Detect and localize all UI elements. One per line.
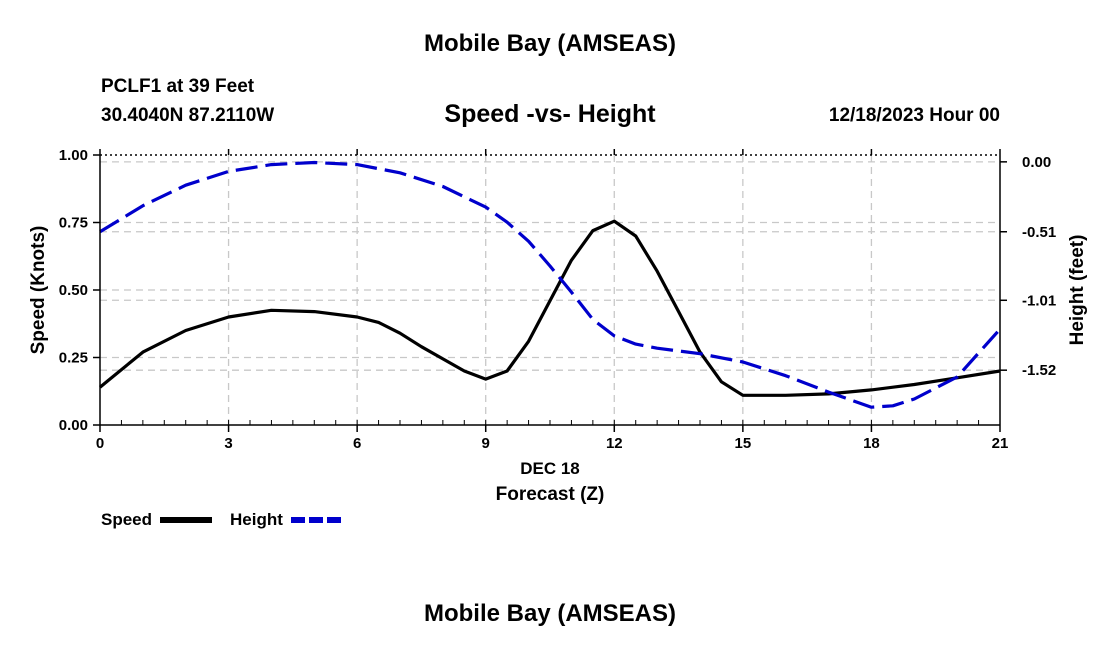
y-left-tick-label: 1.00 [59, 147, 88, 164]
x-tick-label: 6 [353, 435, 361, 452]
y-left-tick-label: 0.25 [59, 350, 88, 367]
y-right-tick-label: 0.00 [1022, 154, 1051, 171]
y-axis-right-label: Height (feet) [1067, 235, 1088, 346]
legend-label-speed: Speed [101, 510, 152, 529]
axis-layer: 0 3 6 9 12 15 18 21 0.00 0.25 0.50 0.75 1.00 0.00 -0.5… [59, 147, 1056, 452]
label-layer: DEC 18 Forecast (Z) Speed (Knots) Height… [28, 226, 1088, 505]
chart-subtitle: Speed -vs- Height [444, 100, 656, 128]
x-tick-label: 12 [606, 435, 623, 452]
x-tick-label: 3 [224, 435, 232, 452]
x-tick-label: 15 [735, 435, 752, 452]
x-axis-label: Forecast (Z) [496, 484, 605, 505]
grid-layer [100, 155, 1000, 425]
y-left-tick-label: 0.50 [59, 282, 88, 299]
series-layer [98, 160, 1002, 409]
y-left-tick-label: 0.00 [59, 417, 88, 434]
footer-title: Mobile Bay (AMSEAS) [423, 600, 677, 627]
series-line-height [99, 160, 1002, 409]
y-right-tick-label: -1.01 [1022, 292, 1056, 309]
legend-label-height: Height [230, 510, 283, 529]
station-label: PCLF1 at 39 Feet [101, 76, 255, 97]
x-tick-label: 18 [863, 435, 880, 452]
series-line-speed [98, 219, 1001, 397]
x-tick-label: 21 [992, 435, 1009, 452]
x-axis-date-label: DEC 18 [520, 459, 580, 478]
y-right-tick-label: -1.52 [1022, 362, 1056, 379]
y-axis-left-label: Speed (Knots) [28, 226, 49, 355]
x-tick-label: 9 [482, 435, 490, 452]
y-right-tick-label: -0.51 [1022, 224, 1056, 241]
station-coordinates: 30.4040N 87.2110W [101, 105, 275, 126]
chart-title: Mobile Bay (AMSEAS) [423, 30, 677, 57]
legend: Speed Height [101, 510, 343, 529]
x-tick-label: 0 [96, 435, 104, 452]
forecast-date: 12/18/2023 Hour 00 [828, 105, 1000, 126]
y-left-tick-label: 0.75 [59, 215, 88, 232]
